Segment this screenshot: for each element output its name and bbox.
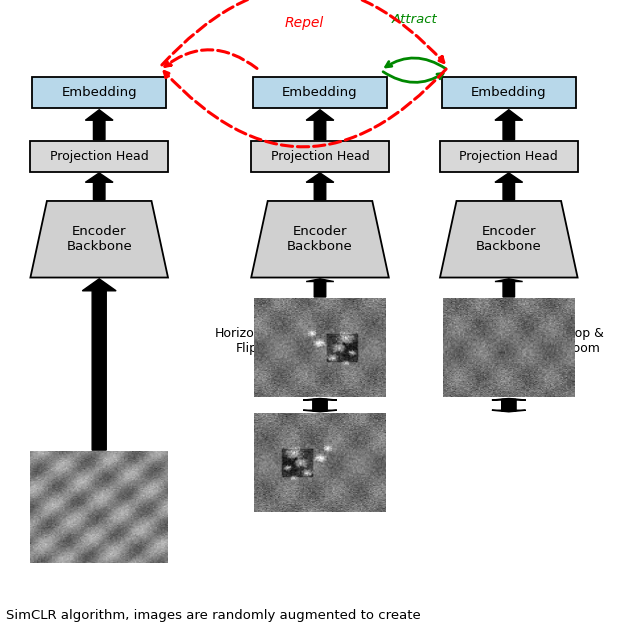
FancyArrow shape [85, 110, 113, 140]
Polygon shape [440, 201, 578, 278]
Bar [32, 77, 166, 108]
Text: Embedding: Embedding [61, 86, 137, 99]
FancyArrow shape [495, 110, 523, 140]
Text: Horizontal
Flip: Horizontal Flip [214, 327, 278, 355]
Text: Embedding: Embedding [471, 86, 547, 99]
Bar [253, 77, 387, 108]
Text: Encoder
Backbone: Encoder Backbone [67, 225, 132, 253]
Text: Encoder
Backbone: Encoder Backbone [287, 225, 353, 253]
Text: Repel: Repel [284, 16, 324, 30]
Text: Projection Head: Projection Head [50, 150, 148, 163]
Text: SimCLR algorithm, images are randomly augmented to create: SimCLR algorithm, images are randomly au… [6, 609, 421, 622]
FancyArrow shape [306, 110, 334, 140]
FancyArrow shape [492, 399, 525, 412]
FancyArrow shape [303, 398, 337, 411]
Polygon shape [252, 201, 389, 278]
Bar [252, 141, 389, 172]
FancyArrow shape [492, 398, 525, 411]
Text: Projection Head: Projection Head [460, 150, 558, 163]
FancyArrow shape [83, 279, 116, 450]
FancyArrow shape [306, 173, 334, 200]
Text: Projection Head: Projection Head [271, 150, 369, 163]
Text: Embedding: Embedding [282, 86, 358, 99]
Text: Crop &
Zoom: Crop & Zoom [561, 327, 604, 355]
FancyArrow shape [306, 279, 334, 297]
Bar [440, 141, 577, 172]
Text: Attract: Attract [392, 13, 437, 26]
FancyArrow shape [303, 399, 337, 412]
FancyArrow shape [85, 173, 113, 200]
Polygon shape [31, 201, 168, 278]
Bar [442, 77, 576, 108]
Bar [31, 141, 168, 172]
Text: Encoder
Backbone: Encoder Backbone [476, 225, 541, 253]
FancyArrow shape [495, 279, 523, 297]
FancyArrow shape [495, 173, 523, 200]
